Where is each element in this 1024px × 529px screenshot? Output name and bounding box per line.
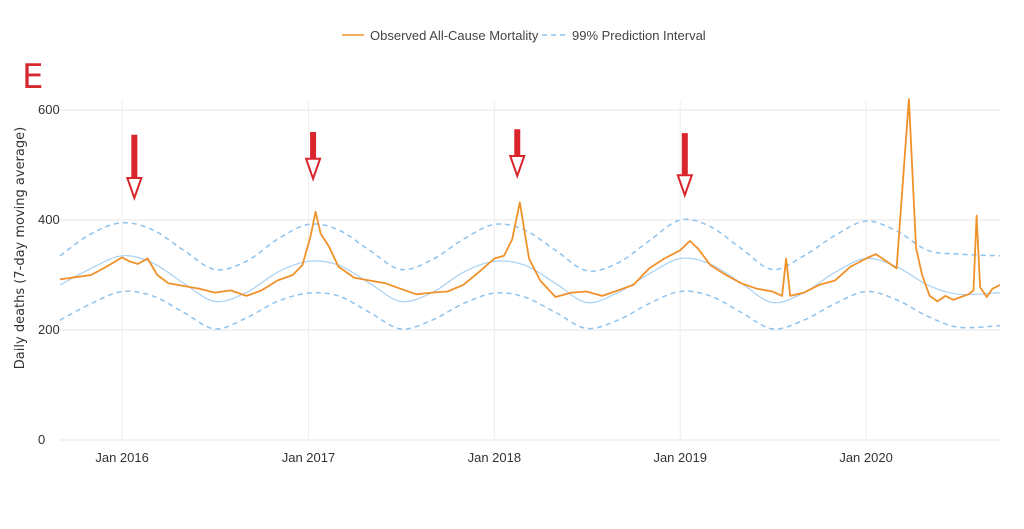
y-tick-labels: 0 200 400 600 [38,102,60,447]
x-tick-labels: Jan 2016 Jan 2017 Jan 2018 Jan 2019 Jan 2020 [95,450,892,465]
observed-mortality-line [60,99,1000,301]
panel-label: E [22,57,43,97]
y-tick-label: 200 [38,322,60,337]
legend-label-observed: Observed All-Cause Mortality [370,28,539,43]
arrow-shaft [682,133,688,175]
annotation-layer [127,129,691,198]
arrow-head [127,178,141,198]
arrow-head [510,156,524,176]
y-tick-label: 0 [38,432,45,447]
prediction-interval-upper [60,219,1000,271]
annotation-arrow [127,135,141,198]
gridlines [60,100,1000,440]
x-tick-label: Jan 2016 [95,450,149,465]
annotation-arrow [510,129,524,176]
arrow-shaft [131,135,137,178]
x-tick-label: Jan 2018 [468,450,522,465]
mortality-chart: 0200400600 Jan 2016 Jan 2017 Jan 2018 Jan 2… [0,0,1024,529]
y-tick-label: 600 [38,102,60,117]
arrow-shaft [514,129,520,156]
x-tick-label: Jan 2017 [282,450,336,465]
x-tick-label: Jan 2020 [839,450,893,465]
y-tick-label: 400 [38,212,60,227]
series-layer [60,99,1000,329]
arrow-shaft [310,132,316,159]
prediction-interval-lower [60,291,1000,329]
legend-item-interval[interactable]: 99% Prediction Interval [542,28,706,43]
legend-label-interval: 99% Prediction Interval [572,28,706,43]
x-tick-label: Jan 2019 [653,450,707,465]
y-axis-title: Daily deaths (7-day moving average) [13,127,28,369]
legend[interactable]: Observed All-Cause Mortality 99% Predict… [342,28,706,43]
legend-item-observed[interactable]: Observed All-Cause Mortality [342,28,539,43]
